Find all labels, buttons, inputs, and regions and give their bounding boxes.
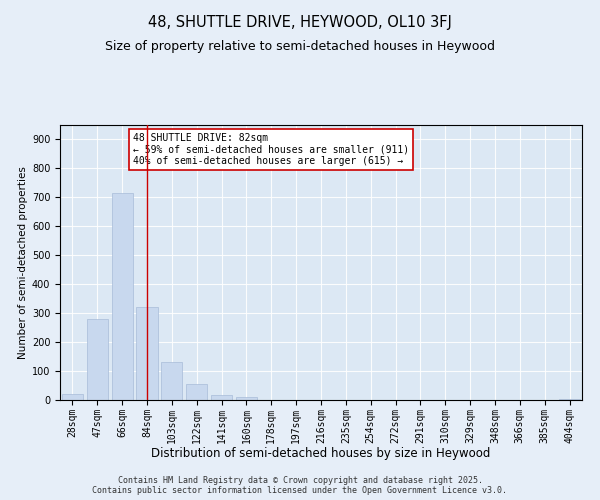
Bar	[559, 398, 580, 400]
Text: Contains HM Land Registry data © Crown copyright and database right 2025.
Contai: Contains HM Land Registry data © Crown c…	[92, 476, 508, 495]
Y-axis label: Number of semi-detached properties: Number of semi-detached properties	[17, 166, 28, 359]
Bar	[87, 319, 108, 400]
Bar	[112, 193, 133, 400]
Bar	[136, 308, 158, 400]
Bar	[186, 384, 207, 400]
Bar	[211, 395, 232, 400]
Bar	[161, 362, 182, 400]
Text: 48 SHUTTLE DRIVE: 82sqm
← 59% of semi-detached houses are smaller (911)
40% of s: 48 SHUTTLE DRIVE: 82sqm ← 59% of semi-de…	[133, 133, 409, 166]
Text: 48, SHUTTLE DRIVE, HEYWOOD, OL10 3FJ: 48, SHUTTLE DRIVE, HEYWOOD, OL10 3FJ	[148, 15, 452, 30]
X-axis label: Distribution of semi-detached houses by size in Heywood: Distribution of semi-detached houses by …	[151, 447, 491, 460]
Bar	[62, 394, 83, 400]
Bar	[236, 396, 257, 400]
Text: Size of property relative to semi-detached houses in Heywood: Size of property relative to semi-detach…	[105, 40, 495, 53]
